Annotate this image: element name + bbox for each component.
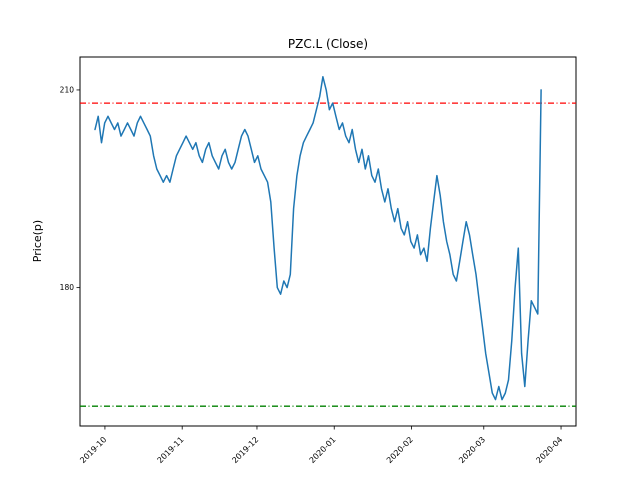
close-price-line xyxy=(94,76,542,401)
y-axis-label: Price(p) xyxy=(31,220,44,262)
y-tick-label: 210 xyxy=(60,85,75,94)
y-tick-label: 180 xyxy=(60,283,75,292)
axes-box xyxy=(79,56,577,427)
chart-title: PZC.L (Close) xyxy=(288,37,368,51)
